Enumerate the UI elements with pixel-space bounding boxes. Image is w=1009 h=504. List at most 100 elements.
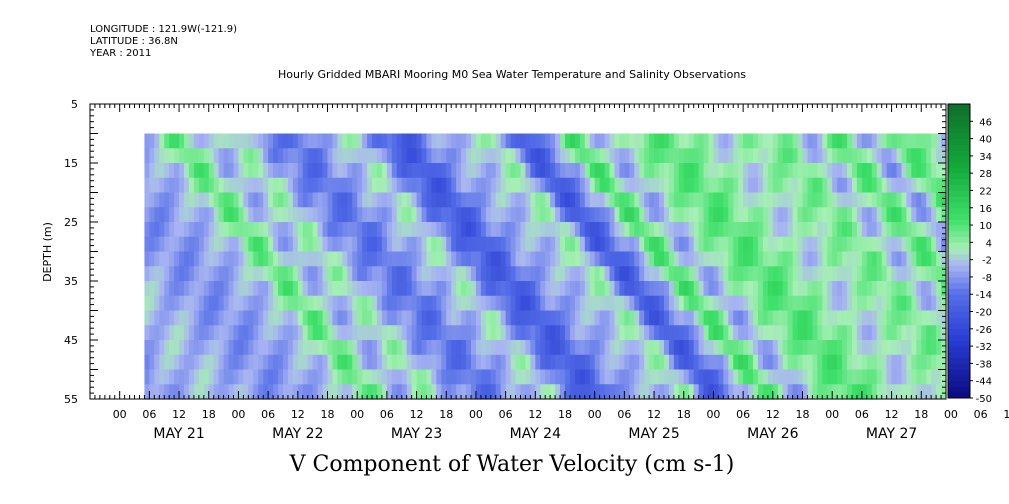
heatmap-cell: [174, 236, 180, 253]
heatmap-cell: [678, 281, 685, 297]
heatmap-cell: [861, 340, 868, 356]
heatmap-cell: [342, 384, 348, 400]
heatmap-cell: [396, 222, 403, 238]
heatmap-cell: [411, 177, 418, 194]
heatmap-cell: [169, 295, 175, 312]
heatmap-cell: [159, 384, 165, 400]
heatmap-cell: [198, 148, 205, 164]
heatmap-cell: [802, 354, 809, 371]
heatmap-cell: [832, 236, 838, 253]
heatmap-cell: [149, 325, 155, 341]
heatmap-cell: [248, 340, 254, 356]
heatmap-cell: [693, 148, 700, 164]
heatmap-cell: [381, 236, 388, 253]
heatmap-cell: [916, 148, 922, 164]
heatmap-cell: [337, 177, 343, 194]
heatmap-cell: [174, 148, 180, 164]
heatmap-cell: [649, 222, 655, 238]
heatmap-cell: [609, 207, 616, 223]
heatmap-cell: [367, 310, 373, 326]
heatmap-cell: [584, 177, 591, 194]
heatmap-cell: [688, 295, 695, 312]
heatmap-cell: [871, 222, 878, 238]
heatmap-cell: [723, 251, 729, 267]
heatmap-cell: [505, 354, 512, 371]
heatmap-cell: [772, 369, 779, 385]
heatmap-cell: [639, 266, 645, 282]
heatmap-cell: [282, 236, 289, 253]
heatmap-cell: [243, 384, 249, 400]
heatmap-cell: [807, 177, 814, 194]
heatmap-cell: [510, 281, 517, 297]
heatmap-cell: [876, 133, 883, 149]
heatmap-cell: [738, 177, 744, 194]
heatmap-cell: [461, 251, 467, 267]
heatmap-cell: [228, 163, 235, 179]
heatmap-cell: [891, 148, 898, 164]
heatmap-cell: [817, 295, 823, 312]
heatmap-cell: [278, 207, 284, 223]
heatmap-cell: [619, 192, 625, 208]
heatmap-cell: [391, 222, 398, 238]
heatmap-cell: [238, 295, 244, 312]
x-tick-label: 12: [528, 408, 542, 421]
heatmap-cell: [461, 163, 467, 179]
heatmap-cell: [149, 163, 155, 179]
heatmap-cell: [871, 192, 878, 208]
heatmap-cell: [812, 266, 818, 282]
heatmap-cell: [921, 163, 927, 179]
heatmap-cell: [233, 148, 240, 164]
heatmap-cell: [698, 266, 705, 282]
x-day-label: MAY 27: [866, 426, 917, 442]
heatmap-cell: [248, 281, 254, 297]
heatmap-cell: [515, 163, 522, 179]
heatmap-cell: [921, 354, 927, 371]
heatmap-cell: [574, 207, 581, 223]
heatmap-cell: [579, 340, 586, 356]
heatmap-cell: [802, 177, 809, 194]
heatmap-cell: [851, 192, 858, 208]
heatmap-cell: [297, 177, 304, 194]
colorbar-swatch: [948, 155, 970, 163]
heatmap-cell: [322, 281, 329, 297]
heatmap-cell: [807, 163, 814, 179]
heatmap-cell: [941, 163, 947, 179]
heatmap-cell: [555, 163, 561, 179]
heatmap-cell: [451, 295, 457, 312]
heatmap-cell: [589, 207, 596, 223]
heatmap-cell: [609, 325, 616, 341]
heatmap-cell: [461, 266, 467, 282]
heatmap-cell: [847, 325, 853, 341]
heatmap-cell: [292, 369, 299, 385]
heatmap-cell: [639, 281, 645, 297]
heatmap-cell: [634, 281, 640, 297]
heatmap-cell: [159, 340, 165, 356]
heatmap-cell: [485, 369, 492, 385]
heatmap-cell: [500, 369, 507, 385]
heatmap-cell: [733, 192, 739, 208]
heatmap-cell: [931, 222, 937, 238]
heatmap-cell: [847, 236, 853, 253]
heatmap-cell: [238, 384, 244, 400]
heatmap-cell: [550, 325, 556, 341]
heatmap-cell: [282, 340, 289, 356]
heatmap-cell: [817, 207, 823, 223]
heatmap-cell: [456, 354, 462, 371]
heatmap-cell: [179, 266, 185, 282]
heatmap-cell: [149, 236, 155, 253]
heatmap-cell: [357, 133, 363, 149]
heatmap-cell: [797, 236, 804, 253]
heatmap-cell: [287, 354, 294, 371]
heatmap-cell: [376, 310, 383, 326]
heatmap-cell: [822, 236, 828, 253]
heatmap-cell: [391, 295, 398, 312]
heatmap-cell: [545, 192, 551, 208]
heatmap-cell: [837, 251, 843, 267]
heatmap-cell: [842, 177, 848, 194]
heatmap-cell: [213, 340, 220, 356]
heatmap-cell: [362, 266, 368, 282]
heatmap-cell: [198, 163, 205, 179]
heatmap-cell: [396, 281, 403, 297]
heatmap-cell: [525, 222, 531, 238]
colorbar-swatch: [948, 207, 970, 214]
